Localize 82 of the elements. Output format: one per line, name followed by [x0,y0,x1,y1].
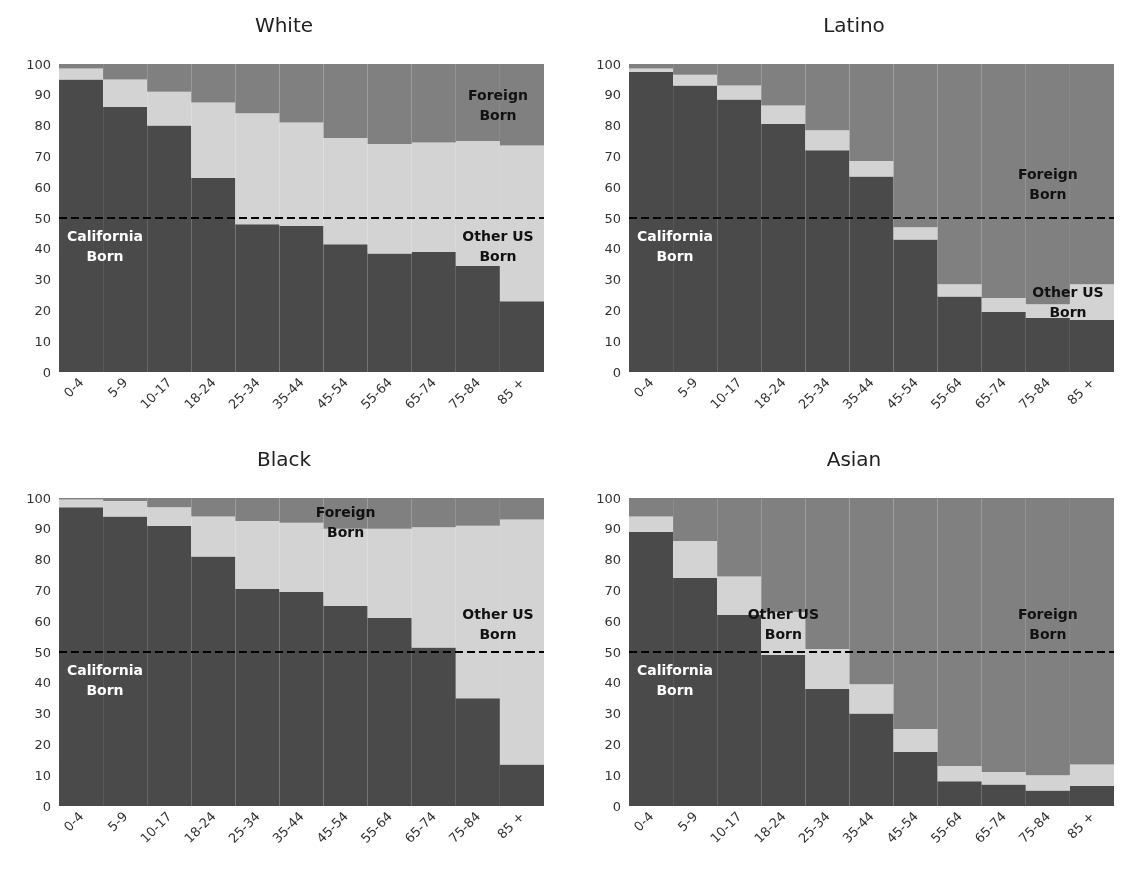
x-tick-label: 5-9 [104,374,131,401]
y-tick-label: 20 [604,736,621,752]
y-tick-label: 10 [604,767,621,783]
y-tick-label: 80 [34,552,51,568]
y-tick-label: 40 [604,241,621,257]
y-tick-label: 100 [26,56,51,72]
chart-title: Latino [823,13,885,37]
bar [937,284,982,297]
series-label: Other US Born [462,606,534,642]
y-tick-label: 30 [604,272,621,288]
y-tick-label: 50 [604,644,621,660]
y-tick-label: 90 [604,521,621,537]
bar [59,68,104,80]
y-tick-label: 50 [34,644,51,660]
y-tick-label: 100 [26,490,51,506]
x-tick-label: 0-4 [630,374,657,401]
bar [717,85,762,100]
y-tick-label: 0 [42,798,51,814]
series-label: Foreign Born [315,504,376,540]
y-tick-label: 30 [604,706,621,722]
y-tick-label: 70 [604,148,621,164]
y-tick-label: 30 [34,706,51,722]
series-label: California Born [636,662,714,698]
y-tick-label: 0 [612,364,621,380]
y-tick-label: 60 [34,613,51,629]
x-tick-label: 0-4 [60,808,87,835]
x-tick-label: 85 + [494,374,528,408]
series-label: Foreign Born [468,86,528,123]
x-tick-label: 5-9 [104,808,131,835]
y-tick-label: 20 [604,302,621,318]
y-tick-label: 70 [604,582,621,598]
chart-title: Asian [826,447,882,471]
y-tick-label: 50 [34,210,51,226]
y-tick-label: 70 [34,582,51,598]
bar [673,74,718,86]
bar [893,227,938,240]
y-tick-label: 100 [596,490,621,506]
y-tick-label: 80 [34,118,51,134]
y-tick-label: 50 [604,210,621,226]
x-tick-label: 0-4 [60,374,87,401]
y-tick-label: 90 [604,87,621,103]
y-tick-label: 20 [34,302,51,318]
y-tick-label: 60 [34,179,51,195]
y-tick-label: 60 [604,613,621,629]
y-tick-label: 20 [34,736,51,752]
bar [805,130,850,151]
x-tick-label: 5-9 [674,808,701,835]
x-tick-label: 85 + [1064,808,1098,842]
y-tick-label: 10 [604,333,621,349]
x-tick-label: 5-9 [674,374,701,401]
series-label: Other US Born [747,606,819,642]
x-tick-label: 85 + [1064,374,1098,408]
chart-title: Black [256,447,312,471]
bar [629,68,674,72]
x-tick-label: 0-4 [630,808,657,835]
series-label: Foreign Born [1017,166,1078,203]
y-tick-label: 70 [34,148,51,164]
bar [629,516,674,532]
y-tick-label: 10 [34,767,51,783]
y-tick-label: 80 [604,118,621,134]
y-tick-label: 0 [42,364,51,380]
x-tick-label: 85 + [494,808,528,842]
y-tick-label: 90 [34,87,51,103]
y-tick-label: 40 [34,675,51,691]
bar [849,161,894,177]
series-label: California Born [636,228,714,264]
y-tick-label: 10 [34,333,51,349]
chart-title: White [254,13,314,37]
y-tick-label: 0 [612,798,621,814]
y-tick-label: 90 [34,521,51,537]
bar [761,105,806,125]
series-label: Other US Born [462,228,534,264]
y-tick-label: 60 [604,179,621,195]
y-tick-label: 100 [596,56,621,72]
series-label: California Born [66,228,144,264]
y-tick-label: 30 [34,272,51,288]
y-tick-label: 40 [604,675,621,691]
y-tick-label: 40 [34,241,51,257]
series-label: Foreign Born [1017,606,1078,642]
series-label: California Born [66,662,144,698]
bar [893,729,938,753]
y-tick-label: 80 [604,552,621,568]
